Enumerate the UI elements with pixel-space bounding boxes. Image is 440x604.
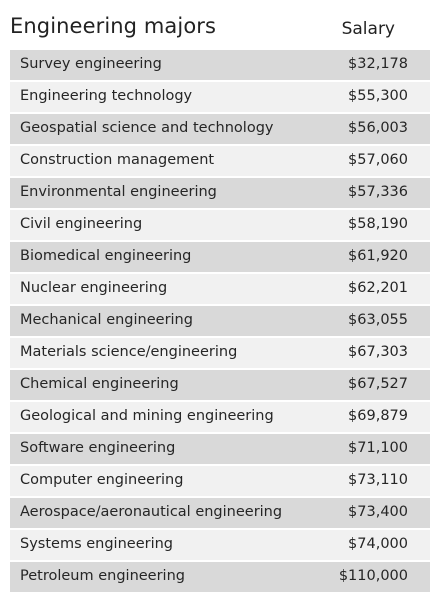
salary-value: $71,100 <box>348 440 408 456</box>
major-name: Survey engineering <box>20 56 162 72</box>
salary-value: $55,300 <box>348 88 408 104</box>
major-name: Civil engineering <box>20 216 143 232</box>
salary-value: $62,201 <box>348 280 408 296</box>
table-row: Biomedical engineering $61,920 <box>10 242 430 272</box>
salary-value: $32,178 <box>348 56 408 72</box>
table-row: Civil engineering $58,190 <box>10 210 430 240</box>
table-row: Systems engineering $74,000 <box>10 530 430 560</box>
salary-value: $58,190 <box>348 216 408 232</box>
major-name: Geological and mining engineering <box>20 408 274 424</box>
table-row: Survey engineering $32,178 <box>10 50 430 80</box>
salary-value: $110,000 <box>338 568 408 584</box>
major-name: Chemical engineering <box>20 376 179 392</box>
table-row: Environmental engineering $57,336 <box>10 178 430 208</box>
major-name: Materials science/engineering <box>20 344 238 360</box>
salary-value: $74,000 <box>348 536 408 552</box>
table-header: Engineering majors Salary <box>10 0 430 48</box>
salary-value: $73,110 <box>348 472 408 488</box>
major-name: Biomedical engineering <box>20 248 192 264</box>
salary-value: $67,527 <box>348 376 408 392</box>
major-name: Systems engineering <box>20 536 173 552</box>
table-row: Geological and mining engineering $69,879 <box>10 402 430 432</box>
table-row: Computer engineering $73,110 <box>10 466 430 496</box>
table-row: Geospatial science and technology $56,003 <box>10 114 430 144</box>
table-row: Construction management $57,060 <box>10 146 430 176</box>
salary-value: $56,003 <box>348 120 408 136</box>
major-name: Petroleum engineering <box>20 568 185 584</box>
major-name: Environmental engineering <box>20 184 217 200</box>
major-name: Aerospace/aeronautical engineering <box>20 504 283 520</box>
table-row: Petroleum engineering $110,000 <box>10 562 430 592</box>
table-row: Engineering technology $55,300 <box>10 82 430 112</box>
salary-value: $67,303 <box>348 344 408 360</box>
table-row: Nuclear engineering $62,201 <box>10 274 430 304</box>
major-name: Engineering technology <box>20 88 193 104</box>
salary-table: Engineering majors Salary Survey enginee… <box>10 0 430 592</box>
table-body: Survey engineering $32,178 Engineering tec… <box>10 50 430 594</box>
table-row: Mechanical engineering $63,055 <box>10 306 430 336</box>
table-row: Software engineering $71,100 <box>10 434 430 464</box>
salary-value: $57,060 <box>348 152 408 168</box>
column-header-majors: Engineering majors <box>10 14 217 38</box>
salary-value: $61,920 <box>348 248 408 264</box>
salary-value: $57,336 <box>348 184 408 200</box>
table-row: Aerospace/aeronautical engineering $73,40… <box>10 498 430 528</box>
salary-value: $63,055 <box>348 312 408 328</box>
major-name: Software engineering <box>20 440 176 456</box>
major-name: Mechanical engineering <box>20 312 193 328</box>
column-header-salary: Salary <box>341 19 395 39</box>
table-row: Materials science/engineering $67,303 <box>10 338 430 368</box>
salary-value: $73,400 <box>348 504 408 520</box>
major-name: Computer engineering <box>20 472 184 488</box>
major-name: Geospatial science and technology <box>20 120 274 136</box>
major-name: Nuclear engineering <box>20 280 168 296</box>
salary-value: $69,879 <box>348 408 408 424</box>
table-row: Chemical engineering $67,527 <box>10 370 430 400</box>
major-name: Construction management <box>20 152 215 168</box>
